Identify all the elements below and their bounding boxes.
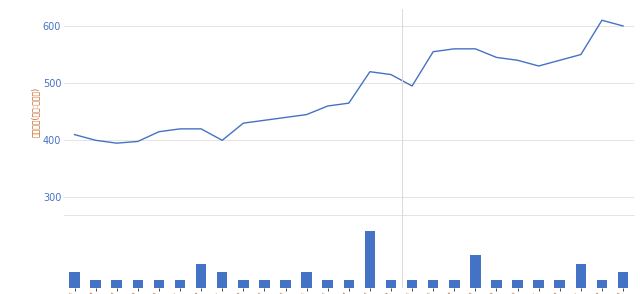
Bar — [132, 280, 143, 288]
Y-axis label: 거래금액(단위:백만원): 거래금액(단위:백만원) — [31, 87, 40, 137]
Bar — [217, 272, 227, 288]
Bar — [301, 272, 312, 288]
Bar — [259, 280, 269, 288]
Bar — [512, 280, 523, 288]
Bar — [344, 280, 354, 288]
Bar — [470, 255, 481, 288]
Bar — [280, 280, 291, 288]
Bar — [111, 280, 122, 288]
Bar — [596, 280, 607, 288]
Bar — [618, 272, 628, 288]
Bar — [196, 264, 206, 288]
Bar — [365, 231, 375, 288]
Bar — [575, 264, 586, 288]
Bar — [154, 280, 164, 288]
Bar — [533, 280, 544, 288]
Bar — [554, 280, 565, 288]
Bar — [449, 280, 460, 288]
Bar — [407, 280, 417, 288]
Bar — [175, 280, 186, 288]
Bar — [428, 280, 438, 288]
Bar — [323, 280, 333, 288]
Bar — [492, 280, 502, 288]
Bar — [386, 280, 396, 288]
Bar — [90, 280, 101, 288]
Bar — [69, 272, 80, 288]
Bar — [238, 280, 248, 288]
